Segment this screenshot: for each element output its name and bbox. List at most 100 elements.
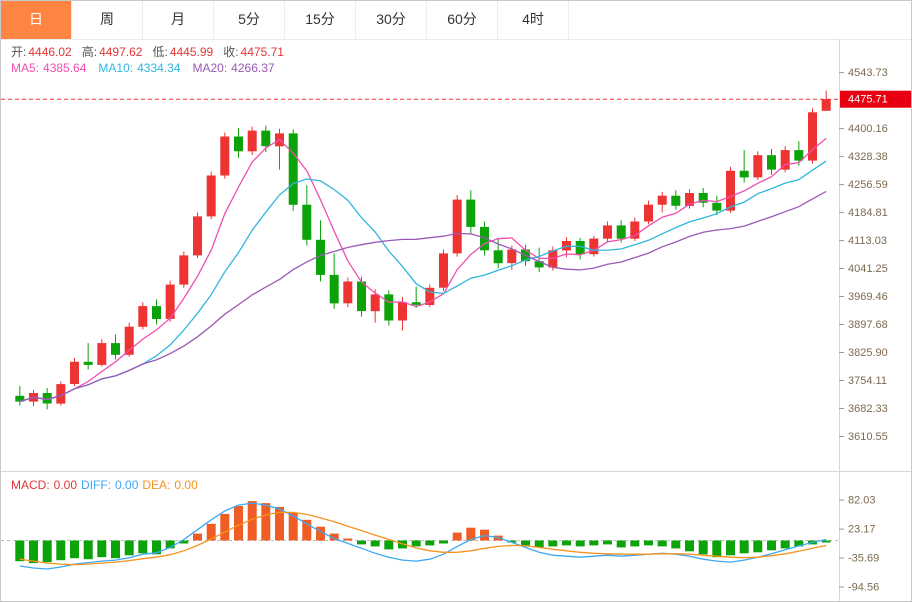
period-tabs: 日周月 5分 15分 30分 60分 4时 (1, 1, 911, 40)
candle-body (193, 216, 202, 256)
macd-axis-label: -94.56 (848, 582, 879, 594)
price-axis-label: 3897.68 (848, 319, 888, 331)
macd-hist-bar (644, 540, 653, 546)
candle-body (452, 199, 462, 254)
macd-hist-bar (206, 523, 216, 541)
candle-body (657, 195, 667, 205)
candle-body (726, 170, 735, 211)
price-axis-label: 3754.11 (848, 375, 887, 387)
macd-hist-bar (671, 540, 681, 549)
ma20-label: MA20: (192, 61, 228, 75)
macd-hist-bar (83, 540, 93, 560)
candle-body (821, 99, 831, 111)
candle-body (343, 281, 353, 304)
candle-body (329, 274, 339, 304)
candle-body (425, 287, 435, 305)
macd-hist-bar (138, 540, 148, 554)
candle-body (630, 221, 640, 239)
dea-value: 0.00 (174, 478, 198, 492)
price-axis-label: 4184.81 (848, 207, 888, 219)
price-axis-label: 4041.25 (848, 263, 888, 275)
candle-body (398, 302, 407, 321)
tab-4hour[interactable]: 4时 (498, 1, 569, 39)
candle-body (83, 361, 93, 365)
macd-hist-bar (685, 540, 694, 552)
macd-hist-bar (466, 527, 476, 541)
candle-body (712, 202, 722, 211)
macd-hist-bar (220, 513, 230, 541)
macd-hist-bar (753, 540, 763, 553)
macd-hist-bar (575, 540, 585, 547)
candle-body (97, 343, 107, 365)
tab-week[interactable]: 周 (72, 1, 143, 39)
candle-body (616, 225, 626, 239)
macd-hist-bar (767, 540, 776, 551)
tab-60min[interactable]: 60分 (427, 1, 498, 39)
candle-body (165, 284, 175, 319)
macd-hist-bar (712, 540, 722, 558)
high-label: 高: (81, 45, 98, 59)
candle-body (644, 204, 653, 222)
macd-hist-bar (657, 540, 667, 547)
macd-hist-bar (507, 540, 517, 543)
macd-axis-label: 23.17 (848, 524, 876, 536)
macd-hist-bar (794, 540, 804, 547)
ma5-line (19, 137, 827, 403)
candle-body (247, 130, 257, 152)
macd-hist-bar (603, 540, 612, 545)
price-axis-label: 4400.16 (848, 123, 888, 135)
macd-hist-bar (357, 540, 366, 545)
ma20-line (19, 190, 827, 403)
candle-body (370, 294, 380, 312)
candle-body (671, 195, 681, 206)
ma20-value: 4266.37 (231, 61, 275, 75)
macd-hist-bar (42, 540, 52, 563)
tab-month[interactable]: 月 (143, 1, 214, 39)
open-label: 开: (11, 45, 27, 59)
candle-body (753, 155, 763, 178)
candle-body (794, 150, 804, 161)
candle-body (439, 253, 448, 288)
macd-axis-label: -35.69 (848, 553, 879, 565)
candle-body (480, 226, 489, 251)
close-label: 收: (223, 45, 239, 59)
candle-body (698, 193, 708, 203)
macd-hist-bar (275, 507, 284, 541)
ohlc-info: 开: 4446.02 高: 4497.62 低: 4445.99 收: 4475.71 (11, 43, 294, 60)
macd-hist-bar (70, 540, 79, 559)
tab-5min[interactable]: 5分 (214, 1, 285, 39)
macd-hist-bar (343, 538, 353, 541)
ma5-label: MA5: (11, 61, 40, 75)
dea-line (19, 511, 827, 566)
macd-hist-bar (425, 540, 435, 546)
ma10-line (19, 160, 827, 403)
macd-hist-bar (562, 540, 571, 546)
price-axis-label: 4256.59 (848, 179, 888, 191)
tab-15min[interactable]: 15分 (285, 1, 356, 39)
candle-body (411, 302, 421, 305)
macd-hist-bar (698, 540, 708, 555)
macd-hist-bar (589, 540, 599, 546)
candle-body (384, 294, 394, 321)
candlestick-chart[interactable]: 4543.73 4400.16 4328.38 4256.59 4184.81 4113.… (1, 39, 912, 602)
macd-hist-bar (384, 540, 394, 550)
candle-body (767, 155, 776, 170)
candle-body (808, 112, 817, 161)
candle-body (534, 261, 544, 268)
macd-hist-bar (411, 540, 421, 547)
macd-hist-bar (247, 501, 257, 541)
candle-body (288, 133, 298, 205)
macd-hist-bar (179, 540, 189, 544)
tab-30min[interactable]: 30分 (356, 1, 427, 39)
candle-body (220, 136, 230, 176)
macd-hist-bar (124, 540, 134, 556)
ma5-value: 4385.64 (43, 61, 87, 75)
price-axis-label: 3825.90 (848, 347, 888, 359)
macd-hist-bar (521, 540, 530, 546)
macd-hist-bar (439, 540, 448, 544)
macd-hist-bar (97, 540, 107, 558)
macd-hist-bar (111, 540, 120, 559)
candle-body (493, 250, 503, 264)
candle-body (56, 384, 66, 404)
tab-day[interactable]: 日 (1, 1, 72, 39)
